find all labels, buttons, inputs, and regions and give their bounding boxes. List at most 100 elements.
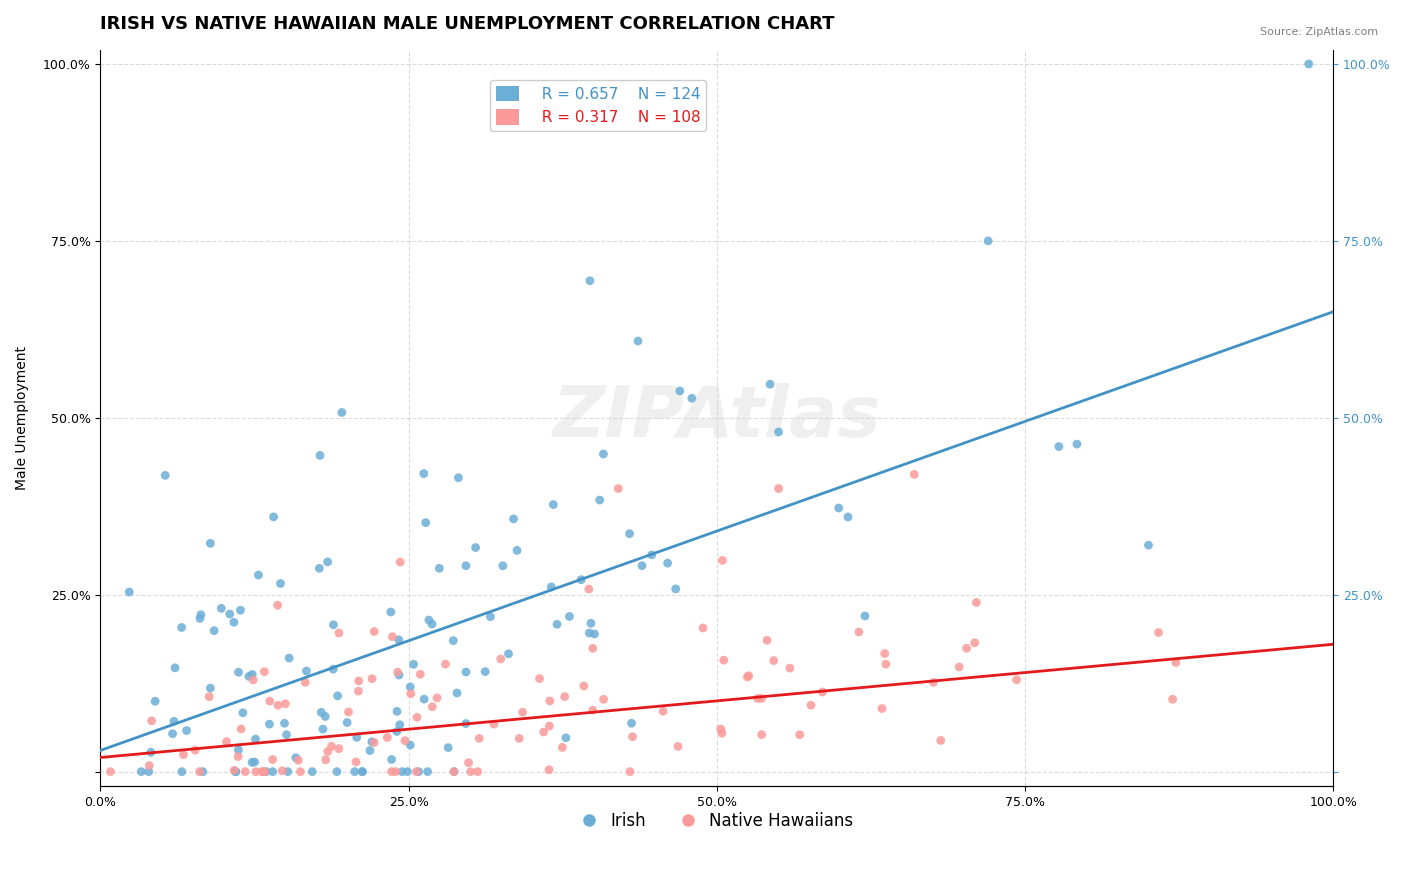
Native Hawaiians: [259, 694, 281, 708]
Irish: [209, 601, 232, 615]
Irish: [388, 668, 411, 682]
Irish: [301, 764, 323, 779]
Native Hawaiians: [361, 672, 384, 686]
Native Hawaiians: [1164, 656, 1187, 670]
Native Hawaiians: [381, 630, 404, 644]
Irish: [346, 731, 368, 745]
Native Hawaiians: [592, 692, 614, 706]
Native Hawaiians: [387, 665, 409, 680]
Irish: [454, 665, 477, 679]
Irish: [388, 718, 411, 732]
Irish: [540, 580, 562, 594]
Irish: [176, 723, 198, 738]
Irish: [589, 493, 612, 508]
Irish: [420, 617, 443, 632]
Native Hawaiians: [344, 755, 367, 769]
Irish: [441, 633, 464, 648]
Native Hawaiians: [399, 687, 422, 701]
Irish: [391, 764, 413, 779]
Irish: [163, 714, 186, 729]
Irish: [312, 722, 335, 736]
Native Hawaiians: [737, 668, 759, 682]
Irish: [399, 680, 422, 694]
Native Hawaiians: [385, 764, 408, 779]
Irish: [200, 536, 222, 550]
Irish: [502, 512, 524, 526]
Text: Source: ZipAtlas.com: Source: ZipAtlas.com: [1260, 27, 1378, 37]
Irish: [322, 662, 344, 676]
Irish: [619, 526, 641, 541]
Native Hawaiians: [619, 764, 641, 779]
Native Hawaiians: [537, 763, 560, 777]
Native Hawaiians: [621, 730, 644, 744]
Irish: [245, 732, 267, 747]
Irish: [278, 651, 301, 665]
Irish: [309, 449, 332, 463]
Irish: [228, 743, 250, 757]
Native Hawaiians: [1147, 625, 1170, 640]
Irish: [412, 467, 434, 481]
Native Hawaiians: [405, 764, 427, 779]
Irish: [218, 607, 240, 621]
Irish: [170, 764, 193, 779]
Irish: [388, 632, 411, 647]
Irish: [259, 717, 281, 731]
Native Hawaiians: [666, 739, 689, 754]
Native Hawaiians: [762, 654, 785, 668]
Irish: [631, 558, 654, 573]
Irish: [380, 605, 402, 619]
Irish: [326, 689, 349, 703]
Irish: [238, 669, 260, 683]
Irish: [139, 745, 162, 759]
Native Hawaiians: [443, 764, 465, 779]
Irish: [225, 764, 247, 779]
Irish: [343, 764, 366, 779]
Irish: [263, 509, 285, 524]
Native Hawaiians: [512, 705, 534, 719]
Irish: [352, 764, 374, 779]
Native Hawaiians: [409, 667, 432, 681]
Irish: [284, 751, 307, 765]
Native Hawaiians: [316, 745, 339, 759]
Irish: [413, 692, 436, 706]
Irish: [768, 425, 790, 439]
Native Hawaiians: [252, 764, 274, 779]
Irish: [138, 764, 160, 779]
Native Hawaiians: [963, 636, 986, 650]
Irish: [273, 716, 295, 731]
Native Hawaiians: [538, 694, 561, 708]
Irish: [579, 274, 602, 288]
Irish: [191, 764, 214, 779]
Native Hawaiians: [363, 624, 385, 639]
Irish: [977, 234, 1000, 248]
Native Hawaiians: [100, 764, 122, 779]
Irish: [569, 573, 592, 587]
Irish: [498, 647, 520, 661]
Native Hawaiians: [751, 691, 773, 706]
Native Hawaiians: [434, 657, 457, 672]
Irish: [200, 681, 222, 695]
Native Hawaiians: [253, 764, 276, 779]
Irish: [454, 716, 477, 731]
Irish: [558, 609, 581, 624]
Native Hawaiians: [578, 582, 600, 596]
Native Hawaiians: [250, 764, 273, 779]
Native Hawaiians: [380, 764, 402, 779]
Irish: [352, 764, 374, 779]
Native Hawaiians: [652, 704, 675, 718]
Irish: [578, 626, 600, 640]
Native Hawaiians: [710, 726, 733, 740]
Native Hawaiians: [955, 641, 977, 656]
Irish: [446, 686, 468, 700]
Native Hawaiians: [582, 641, 605, 656]
Native Hawaiians: [253, 665, 276, 679]
Native Hawaiians: [948, 660, 970, 674]
Native Hawaiians: [1161, 692, 1184, 706]
Native Hawaiians: [347, 673, 370, 688]
Irish: [359, 743, 381, 757]
Native Hawaiians: [375, 731, 398, 745]
Irish: [437, 740, 460, 755]
Irish: [474, 665, 496, 679]
Irish: [592, 447, 614, 461]
Irish: [464, 541, 486, 555]
